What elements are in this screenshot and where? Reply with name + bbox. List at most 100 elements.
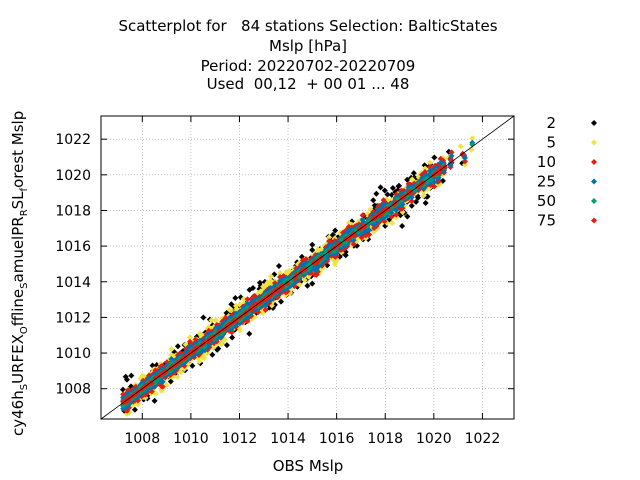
x-tick-label: 1012 (222, 431, 258, 447)
point (168, 352, 175, 359)
x-tick-label: 1010 (173, 431, 209, 447)
point (427, 159, 434, 166)
point (168, 346, 175, 353)
legend-marker (591, 178, 597, 185)
point (399, 223, 406, 230)
y-tick: 1014 (55, 275, 514, 291)
legend-label: 5 (546, 134, 556, 152)
point (370, 197, 377, 204)
point (462, 158, 469, 165)
point (196, 330, 203, 337)
point (291, 275, 298, 282)
point (422, 168, 429, 175)
point (218, 340, 225, 347)
x-tick: 1022 (465, 116, 501, 447)
title-line-3: Period: 20220702-20220709 (200, 57, 416, 75)
point (408, 198, 415, 205)
ylabel-part: amuelPR (9, 216, 27, 283)
y-tick-label: 1014 (55, 275, 91, 291)
point (457, 143, 464, 150)
point (448, 157, 455, 164)
point (228, 301, 235, 308)
legend-item-50: 50 (537, 192, 597, 210)
point (262, 302, 269, 309)
legend-item-75: 75 (537, 212, 597, 230)
point (422, 165, 429, 172)
y-tick-label: 1018 (55, 203, 91, 219)
y-tick-label: 1016 (55, 239, 91, 255)
grid-lines (101, 116, 514, 419)
legend-marker (591, 159, 597, 165)
point (431, 183, 438, 190)
point (186, 334, 193, 341)
point (427, 163, 434, 170)
y-tick-label: 1008 (55, 382, 91, 398)
point (431, 154, 438, 161)
ylabel-sub: S (19, 282, 30, 289)
point (388, 213, 395, 220)
point (389, 220, 396, 227)
legend-item-10: 10 (537, 153, 597, 171)
point (148, 379, 155, 386)
point (422, 199, 429, 206)
legend-item-25: 25 (537, 173, 597, 191)
point (406, 188, 413, 195)
x-tick-label: 1008 (124, 431, 160, 447)
ylabel-part: cy46h (9, 390, 27, 436)
point (326, 234, 333, 241)
point (332, 227, 339, 234)
point (469, 135, 476, 142)
point (123, 376, 130, 383)
point (244, 296, 251, 303)
ylabel-part: SL (9, 191, 27, 210)
point (384, 191, 391, 198)
point (274, 287, 281, 294)
y-tick-label: 1022 (55, 132, 91, 148)
point (174, 374, 181, 381)
y-axis-ticks: 1008 1010 1012 1014 1016 1018 1020 1022 (55, 132, 514, 398)
point (410, 170, 417, 177)
point (365, 218, 372, 225)
title-line-1: Scatterplot for 84 stations Selection: B… (118, 17, 498, 35)
ylabel-sub: f (19, 187, 30, 192)
point (359, 212, 366, 219)
point (389, 184, 396, 191)
point (342, 252, 349, 259)
point (331, 257, 338, 264)
point (158, 379, 165, 386)
point (373, 190, 380, 197)
x-tick: 1014 (270, 116, 306, 447)
point (139, 372, 146, 379)
point (439, 177, 446, 184)
y-tick: 1016 (55, 239, 514, 255)
x-tick-label: 1022 (465, 431, 501, 447)
point (359, 216, 366, 223)
y-tick: 1022 (55, 132, 514, 148)
point (371, 228, 378, 235)
point (246, 286, 253, 293)
point (404, 213, 411, 220)
point (208, 317, 215, 324)
point (324, 262, 331, 269)
point (278, 298, 285, 305)
point (240, 296, 247, 303)
y-tick: 1008 (55, 382, 514, 398)
point (229, 334, 236, 341)
title-line-2: Mslp [hPa] (269, 37, 347, 55)
point (408, 202, 415, 209)
x-tick: 1018 (367, 116, 403, 447)
x-tick: 1020 (416, 116, 452, 447)
point (381, 187, 388, 194)
point (393, 207, 400, 214)
point (232, 294, 239, 301)
point (377, 184, 384, 191)
point (462, 161, 469, 168)
diagonal-line (100, 115, 515, 420)
point (125, 394, 132, 401)
y-tick: 1012 (55, 310, 514, 326)
point (309, 241, 316, 248)
y-tick-label: 1020 (55, 168, 91, 184)
point (284, 280, 291, 287)
ylabel-sub: R (19, 209, 30, 217)
